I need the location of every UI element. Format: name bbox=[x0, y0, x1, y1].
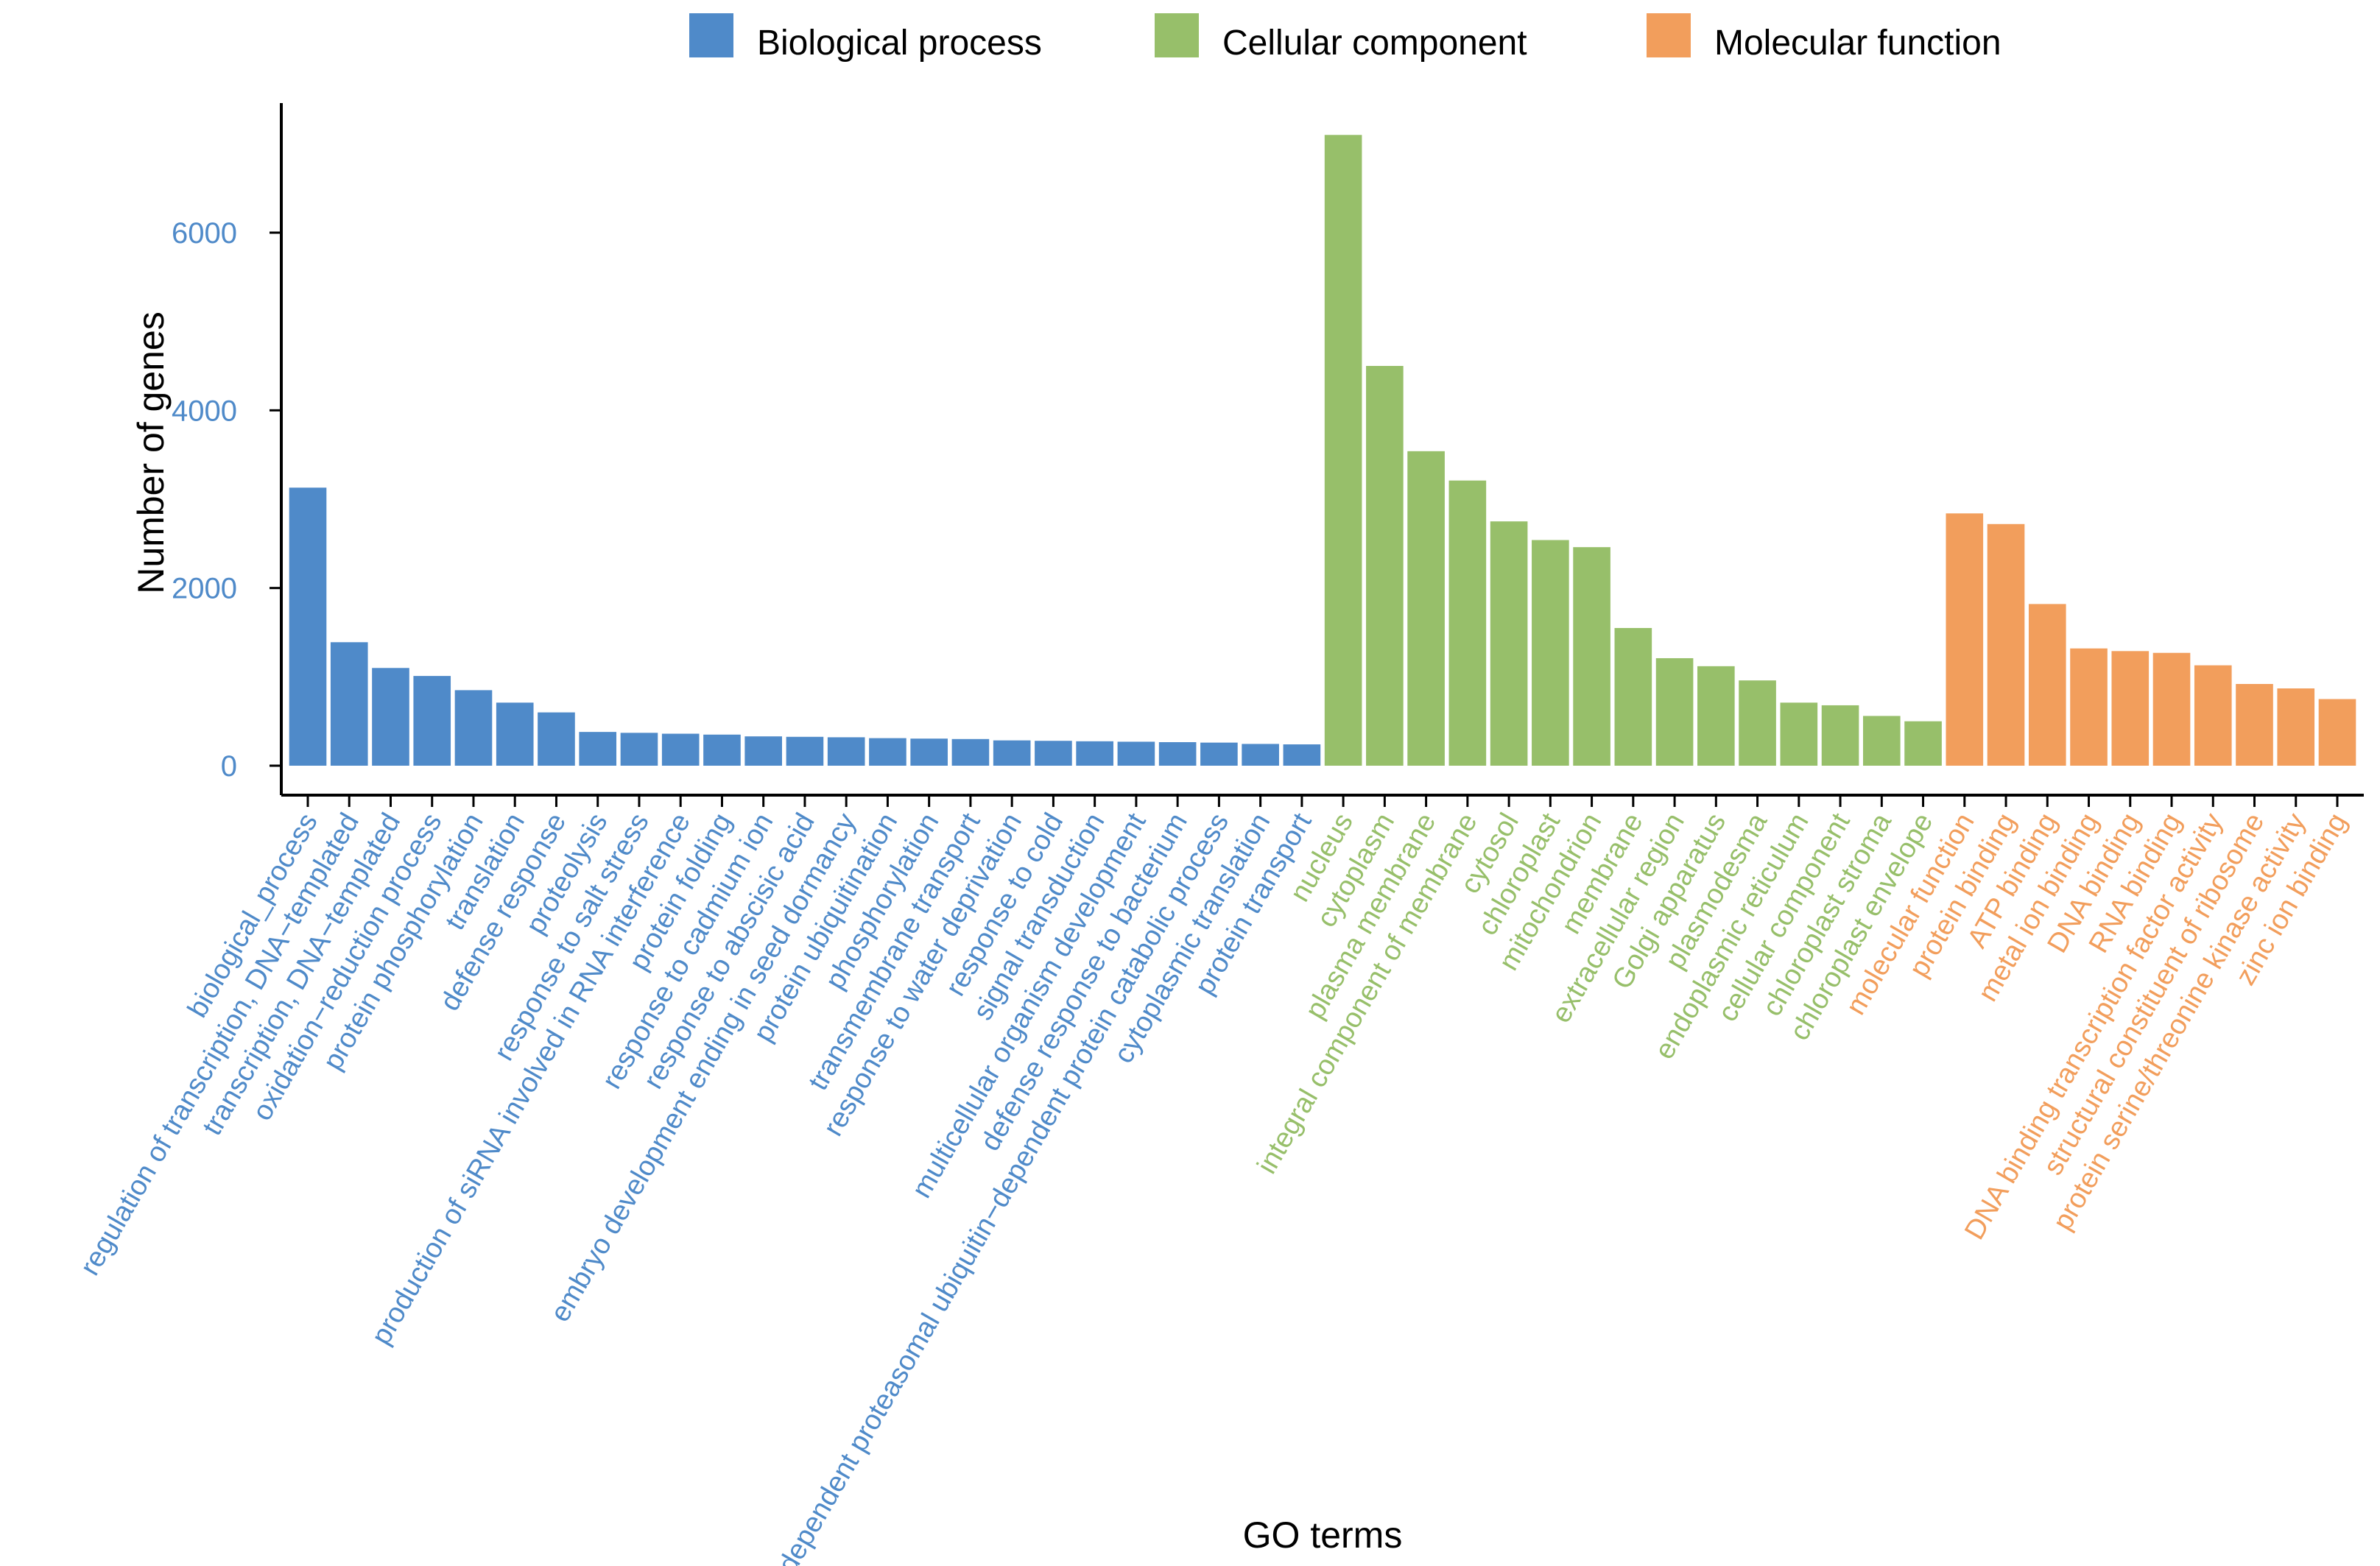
bar-0-1 bbox=[330, 642, 368, 766]
bar-0-14 bbox=[869, 738, 906, 766]
axes bbox=[280, 103, 2364, 797]
bar-2-2 bbox=[2028, 604, 2066, 766]
bar-0-23 bbox=[1242, 744, 1279, 766]
y-ticks: 0 2000 4000 6000 bbox=[172, 217, 281, 783]
bar-0-11 bbox=[744, 736, 782, 766]
bar-2-4 bbox=[2111, 651, 2150, 766]
bar-0-10 bbox=[703, 734, 741, 766]
bar-1-1 bbox=[1366, 366, 1404, 766]
bar-0-7 bbox=[579, 732, 617, 766]
legend-label: Biological process bbox=[757, 24, 1042, 63]
y-axis-title: Number of genes bbox=[130, 311, 172, 594]
bar-1-8 bbox=[1655, 657, 1694, 766]
bar-0-8 bbox=[620, 733, 658, 766]
bar-0-17 bbox=[993, 740, 1031, 766]
bar-1-6 bbox=[1573, 547, 1610, 766]
legend-swatch bbox=[689, 13, 733, 57]
x-tick-label: regulation of transcription, DNA−templat… bbox=[74, 808, 365, 1281]
bars bbox=[289, 135, 2356, 766]
bar-0-6 bbox=[538, 712, 575, 766]
y-tick-label: 2000 bbox=[172, 573, 237, 605]
bar-0-20 bbox=[1117, 741, 1155, 766]
bar-1-12 bbox=[1821, 705, 1859, 766]
bar-2-5 bbox=[2152, 652, 2191, 766]
bar-2-7 bbox=[2236, 683, 2273, 766]
y-tick-label: 6000 bbox=[172, 217, 237, 250]
bar-1-9 bbox=[1697, 666, 1735, 766]
bar-1-5 bbox=[1532, 540, 1569, 766]
legend: Biological process Cellular component Mole… bbox=[689, 13, 2001, 63]
bar-1-2 bbox=[1407, 451, 1445, 766]
legend-label: Cellular component bbox=[1222, 24, 1527, 63]
bar-1-0 bbox=[1324, 135, 1362, 766]
bar-0-4 bbox=[454, 690, 493, 766]
legend-swatch bbox=[1647, 13, 1691, 57]
y-tick-label: 4000 bbox=[172, 395, 237, 427]
bar-0-22 bbox=[1200, 742, 1238, 766]
bar-1-4 bbox=[1490, 521, 1528, 766]
bar-0-3 bbox=[413, 676, 451, 766]
legend-swatch bbox=[1155, 13, 1199, 57]
bar-2-9 bbox=[2318, 699, 2356, 766]
bar-0-24 bbox=[1283, 744, 1321, 766]
bar-0-13 bbox=[827, 737, 865, 766]
bar-0-18 bbox=[1035, 741, 1072, 766]
bar-2-8 bbox=[2277, 688, 2315, 766]
bar-0-2 bbox=[372, 668, 409, 766]
bar-2-0 bbox=[1946, 513, 1984, 766]
bar-0-9 bbox=[661, 733, 700, 766]
bar-0-5 bbox=[496, 702, 534, 766]
bar-2-3 bbox=[2070, 648, 2108, 766]
bar-0-15 bbox=[910, 738, 948, 766]
bar-1-11 bbox=[1780, 702, 1818, 766]
bar-0-19 bbox=[1076, 741, 1113, 766]
bar-0-12 bbox=[786, 736, 824, 766]
legend-label: Molecular function bbox=[1714, 24, 2001, 63]
bar-1-3 bbox=[1448, 480, 1487, 766]
bar-2-1 bbox=[1987, 523, 2025, 766]
bar-0-16 bbox=[951, 738, 990, 766]
y-tick-label: 0 bbox=[221, 750, 237, 783]
bar-1-10 bbox=[1739, 680, 1776, 766]
x-axis-title: GO terms bbox=[1243, 1514, 1403, 1556]
bar-1-14 bbox=[1904, 721, 1942, 766]
bar-1-7 bbox=[1614, 627, 1652, 766]
bar-0-21 bbox=[1158, 742, 1197, 766]
bar-2-6 bbox=[2194, 665, 2232, 766]
bar-1-13 bbox=[1863, 716, 1901, 766]
bar-0-0 bbox=[289, 487, 327, 766]
